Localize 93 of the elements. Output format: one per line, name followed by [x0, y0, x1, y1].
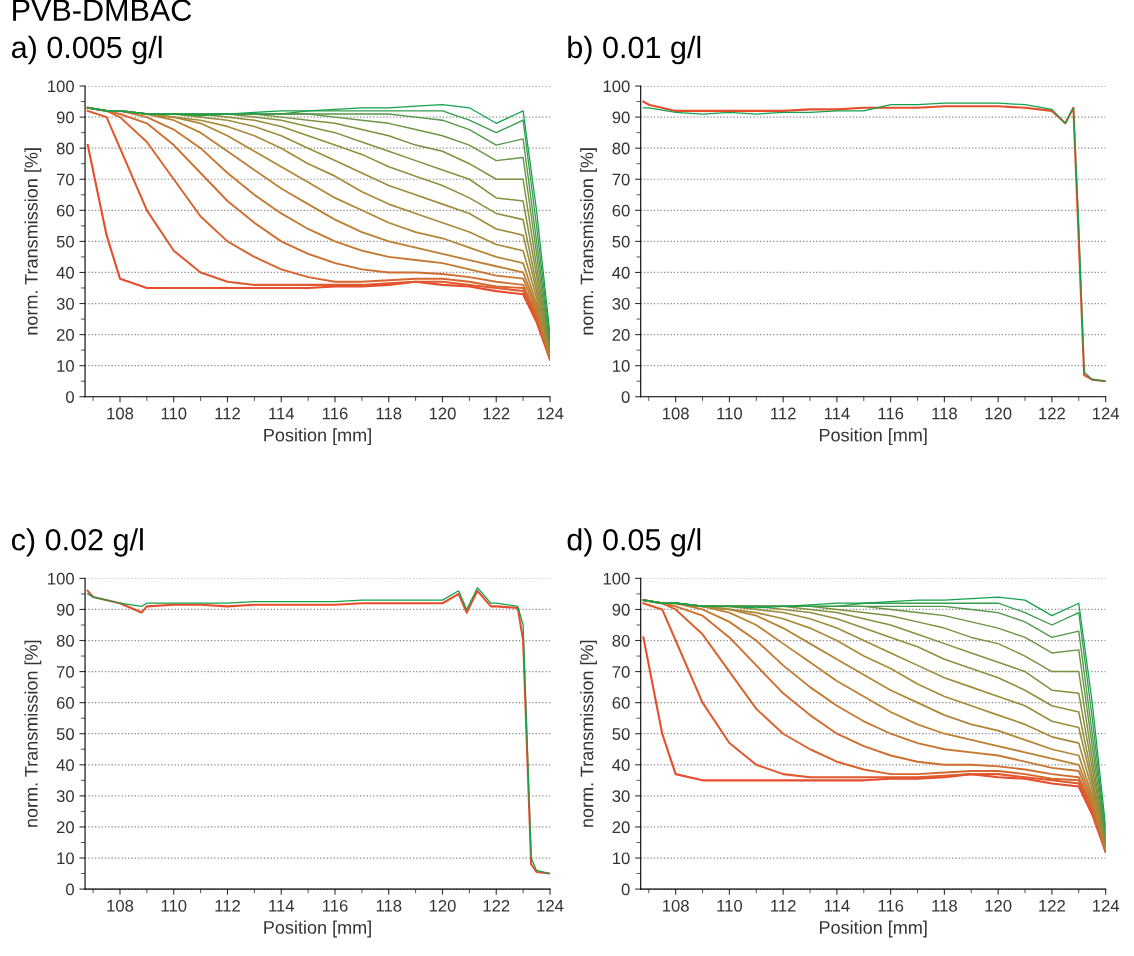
x-tick-label: 122 [483, 899, 510, 912]
y-tick-label: 100 [48, 80, 74, 93]
x-tick-label: 120 [429, 407, 456, 420]
y-tick-label: 90 [612, 603, 630, 616]
y-tick-label: 40 [612, 759, 630, 771]
y-tick-label: 60 [612, 697, 630, 709]
x-tick-label: 124 [537, 899, 564, 912]
y-tick-label: 70 [56, 173, 74, 186]
y-tick-label: 80 [56, 142, 74, 155]
y-tick-label: 70 [612, 665, 630, 678]
chart-title: a) 0.005 g/l [11, 35, 162, 65]
y-tick-label: 90 [612, 111, 630, 124]
y-tick-label: 20 [612, 329, 630, 341]
x-tick-label: 108 [663, 899, 689, 912]
y-axis-title: norm. Transmission [%] [580, 148, 597, 335]
chart-title: b) 0.01 g/l [568, 35, 701, 65]
x-tick-label: 118 [932, 899, 957, 912]
x-tick-label: 120 [985, 899, 1012, 912]
y-tick-label: 30 [612, 790, 630, 803]
x-tick-label: 108 [663, 407, 689, 420]
y-tick-label: 100 [48, 572, 74, 585]
y-tick-label: 100 [603, 572, 630, 585]
y-tick-label: 0 [66, 883, 74, 896]
text: PVB-DMBAC [13, 0, 192, 21]
x-tick-label: 122 [1039, 407, 1065, 420]
y-tick-label: 10 [613, 852, 630, 865]
x-tick-label: 112 [771, 899, 796, 912]
x-tick-label: 116 [878, 407, 904, 420]
chart-title: c) 0.02 g/l [11, 528, 143, 557]
y-tick-label: 50 [56, 235, 74, 248]
x-tick-label: 124 [1093, 899, 1120, 912]
x-tick-label: 116 [322, 407, 348, 420]
x-tick-label: 114 [824, 407, 850, 420]
y-tick-label: 80 [56, 634, 74, 647]
y-tick-label: 60 [56, 697, 74, 709]
x-tick-label: 108 [107, 899, 134, 912]
y-tick-label: 90 [56, 111, 74, 124]
y-axis-title: norm. Transmission [%] [580, 640, 597, 827]
y-tick-label: 70 [612, 173, 630, 186]
x-tick-label: 108 [107, 407, 134, 420]
x-tick-label: 114 [824, 900, 850, 912]
y-tick-label: 60 [612, 204, 630, 217]
y-tick-label: 10 [57, 852, 74, 865]
x-tick-label: 118 [932, 407, 957, 420]
y-tick-label: 80 [612, 142, 630, 155]
y-tick-label: 0 [621, 883, 630, 896]
y-tick-label: 10 [613, 360, 630, 372]
y-tick-label: 30 [56, 790, 74, 803]
y-tick-label: 20 [56, 329, 74, 341]
x-tick-label: 116 [322, 899, 348, 912]
x-tick-label: 122 [483, 407, 510, 420]
y-tick-label: 90 [56, 603, 74, 616]
x-axis-title: Position [mm] [264, 920, 371, 938]
y-tick-label: 0 [66, 391, 74, 403]
x-tick-label: 114 [269, 900, 295, 912]
x-tick-label: 118 [376, 407, 402, 420]
y-tick-label: 0 [621, 391, 630, 403]
x-tick-label: 124 [537, 407, 564, 420]
y-tick-label: 30 [56, 297, 74, 310]
y-tick-label: 20 [612, 821, 630, 834]
x-axis-title: Position [mm] [819, 428, 927, 446]
x-tick-label: 112 [771, 407, 796, 420]
x-axis-title: Position [mm] [819, 920, 927, 938]
y-tick-label: 10 [57, 360, 74, 372]
y-tick-label: 40 [612, 266, 630, 279]
x-tick-label: 110 [717, 899, 743, 912]
x-tick-label: 122 [1039, 899, 1065, 912]
y-tick-label: 50 [612, 235, 630, 248]
x-tick-label: 110 [717, 407, 743, 420]
x-tick-label: 112 [215, 899, 240, 912]
x-tick-label: 110 [161, 899, 187, 912]
x-tick-label: 110 [161, 407, 187, 420]
y-tick-label: 80 [612, 634, 630, 647]
y-tick-label: 50 [56, 728, 74, 740]
chart-title: d) 0.05 g/l [567, 528, 701, 557]
y-tick-label: 30 [612, 297, 630, 310]
y-tick-label: 50 [612, 728, 630, 740]
y-tick-label: 60 [56, 204, 74, 217]
x-tick-label: 114 [269, 407, 295, 420]
y-tick-label: 70 [56, 665, 74, 678]
x-axis-title: Position [mm] [264, 428, 371, 446]
x-tick-label: 124 [1093, 407, 1120, 420]
y-tick-label: 40 [56, 266, 74, 279]
y-tick-label: 20 [56, 821, 74, 834]
x-tick-label: 116 [878, 899, 904, 912]
y-tick-label: 40 [56, 759, 74, 771]
y-axis-title: norm. Transmission [%] [24, 148, 42, 335]
y-tick-label: 100 [603, 80, 630, 93]
x-tick-label: 120 [429, 899, 456, 912]
x-tick-label: 112 [215, 407, 240, 420]
x-tick-label: 120 [985, 407, 1012, 420]
y-axis-title: norm. Transmission [%] [24, 640, 42, 827]
x-tick-label: 118 [376, 899, 402, 912]
